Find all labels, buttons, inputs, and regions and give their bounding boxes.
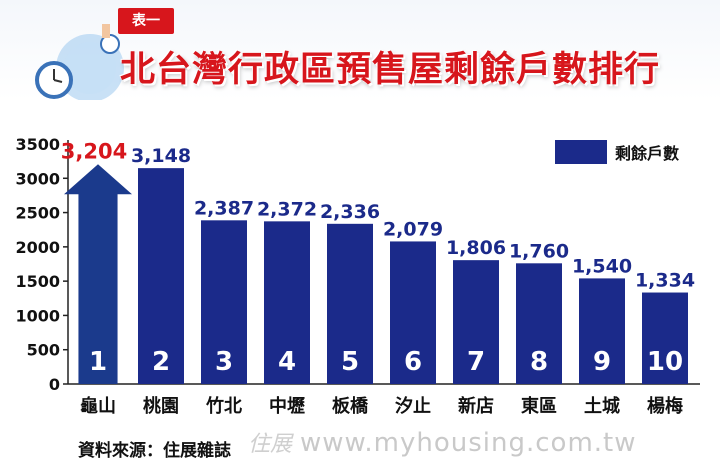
- source-note: 資料來源：住展雜誌: [78, 441, 231, 461]
- rank-label: 2: [152, 347, 170, 377]
- chart-title: 北台灣行政區預售屋剩餘戶數排行: [120, 50, 661, 90]
- rank-label: 5: [341, 347, 359, 377]
- category-label: 楊梅: [647, 395, 683, 417]
- y-tick-label: 1000: [15, 306, 60, 325]
- bar: [264, 221, 310, 384]
- y-tick-label: 2500: [15, 204, 60, 223]
- data-label: 2,336: [320, 201, 380, 223]
- rank-label: 6: [404, 347, 422, 377]
- legend-label: 剩餘戶數: [615, 144, 680, 163]
- data-label: 2,079: [383, 218, 443, 240]
- bar: [453, 260, 499, 384]
- category-label: 汐止: [395, 395, 431, 417]
- legend-swatch: [555, 140, 607, 164]
- watermark: www.myhousing.com.tw: [300, 428, 637, 458]
- y-tick-label: 0: [49, 375, 60, 394]
- y-tick-label: 3000: [15, 169, 60, 188]
- rank-label: 8: [530, 347, 548, 377]
- bar: [579, 278, 625, 384]
- bar-chart: 0 500 1000 1500 2000 2500 3000 3500 3,204 1 龜山 3,14…: [15, 135, 700, 417]
- category-label: 龜山: [80, 395, 116, 417]
- bar: [138, 168, 184, 384]
- bar: [390, 241, 436, 384]
- rank-label: 9: [593, 347, 611, 377]
- data-label: 3,148: [131, 145, 191, 167]
- y-tick-label: 3500: [15, 135, 60, 154]
- rank-label: 4: [278, 347, 296, 377]
- bar: [201, 220, 247, 384]
- data-label: 1,760: [509, 240, 569, 262]
- data-label: 1,806: [446, 237, 506, 259]
- data-label: 1,540: [572, 255, 632, 277]
- y-tick-label: 500: [27, 341, 60, 360]
- data-label: 2,387: [194, 197, 254, 219]
- watermark-logo: 住展: [248, 432, 293, 457]
- category-label: 板橋: [332, 395, 369, 417]
- bar: [327, 223, 373, 384]
- bar: [516, 263, 562, 384]
- data-label: 3,204: [61, 139, 127, 163]
- chart-legend: 剩餘戶數: [555, 137, 705, 167]
- rank-label: 3: [215, 347, 233, 377]
- data-label: 2,372: [257, 198, 317, 220]
- category-label: 新店: [458, 395, 494, 417]
- rank-label: 1: [89, 347, 107, 377]
- table-tag: 表一: [118, 8, 174, 34]
- data-label: 1,334: [635, 270, 695, 292]
- y-tick-label: 1500: [15, 272, 60, 291]
- category-label: 中壢: [269, 395, 305, 417]
- category-label: 竹北: [205, 395, 242, 417]
- rank-label: 10: [647, 347, 683, 377]
- rank-label: 7: [467, 347, 485, 377]
- globe-clock-icon: [35, 24, 124, 100]
- category-label: 土城: [584, 395, 620, 417]
- category-label: 桃園: [143, 395, 179, 417]
- bar: [642, 292, 688, 384]
- category-label: 東區: [521, 395, 557, 417]
- y-tick-label: 2000: [15, 238, 60, 257]
- bar-arrow: [64, 164, 132, 384]
